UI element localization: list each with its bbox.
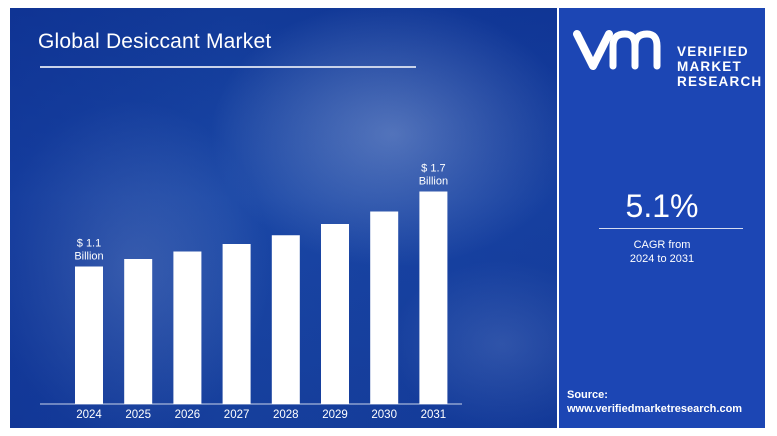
bar-2027 [222,244,251,404]
summary-panel: VERIFIED MARKET RESEARCH ® 5.1% CAGR fro… [559,8,775,428]
bar-2026 [173,251,202,404]
bar-2031 [419,191,448,404]
source-note: Source: www.verifiedmarketresearch.com [567,388,742,416]
x-tick-label-2026: 2026 [175,409,201,421]
x-tick-label-2029: 2029 [322,409,348,421]
cagr-label-line-2: 2024 to 2031 [629,253,695,265]
vmr-logo: VERIFIED MARKET RESEARCH ® [573,24,775,89]
brand-line-2: MARKET [677,59,742,74]
vmr-logo-icon [573,30,661,70]
data-label-2024-line-1: $ 1.1 [77,238,101,250]
infographic: Global Desiccant Market 2024 2025 2026 2027… [10,8,775,428]
bar-2024 [75,266,103,404]
bar-chart: 2024 2025 2026 2027 2028 2029 2030 2031$ 1.1Bil… [40,163,462,421]
data-label-2024-line-2: Billion [74,251,103,263]
brand-name: VERIFIED MARKET RESEARCH [677,44,762,89]
cagr-divider [599,228,743,229]
x-tick-label-2030: 2030 [371,409,397,421]
data-label-2031-line-2: Billion [419,176,448,188]
title-underline [40,66,416,68]
x-tick-label-2025: 2025 [125,409,151,421]
bar-2025 [124,259,153,404]
bar-2029 [321,224,349,404]
x-tick-label-2031: 2031 [421,409,447,421]
cagr-label: CAGR from 2024 to 2031 [559,238,765,266]
registered-mark: ® [769,42,775,51]
source-url: www.verifiedmarketresearch.com [567,403,743,415]
bar-2028 [271,235,300,404]
x-tick-label-2027: 2027 [224,409,250,421]
source-label: Source: [567,389,608,401]
cagr-value: 5.1% [625,188,699,224]
x-tick-label-2024: 2024 [76,409,102,421]
data-label-2031-line-1: $ 1.7 [421,163,445,175]
chart-panel: Global Desiccant Market 2024 2025 2026 2027… [10,8,557,428]
brand-line-1: VERIFIED [677,44,749,59]
cagr-label-line-1: CAGR from [633,239,691,251]
chart-title: Global Desiccant Market [38,30,272,53]
brand-line-3: RESEARCH [677,74,763,89]
x-tick-label-2028: 2028 [273,409,299,421]
bar-2030 [370,211,399,404]
